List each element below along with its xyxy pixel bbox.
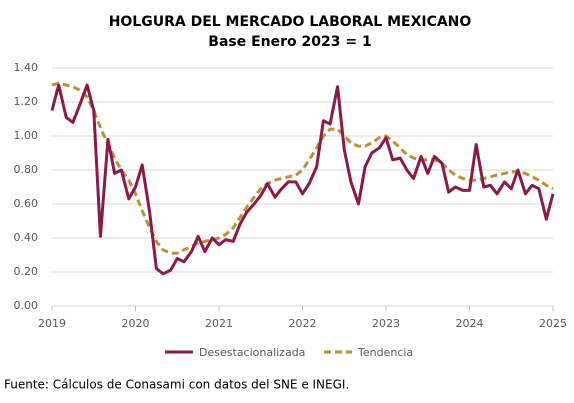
y-tick-label: 1.20 bbox=[14, 95, 39, 108]
series-line bbox=[50, 83, 555, 276]
y-tick-label: 0.40 bbox=[14, 231, 39, 244]
x-tick-label: 2020 bbox=[122, 317, 150, 330]
x-tick-label: 2025 bbox=[539, 317, 567, 330]
x-tick-label: 2024 bbox=[456, 317, 484, 330]
source-note: Fuente: Cálculos de Conasami con datos d… bbox=[4, 378, 349, 392]
x-tick-label: 2023 bbox=[372, 317, 400, 330]
chart-subtitle: Base Enero 2023 = 1 bbox=[208, 34, 371, 50]
y-tick-label: 1.40 bbox=[14, 61, 39, 74]
series-line bbox=[51, 81, 554, 255]
legend-label: Tendencia bbox=[357, 346, 413, 359]
y-tick-label: 0.80 bbox=[14, 163, 39, 176]
x-tick-label: 2019 bbox=[38, 317, 66, 330]
chart-title: HOLGURA DEL MERCADO LABORAL MEXICANO bbox=[109, 14, 472, 30]
legend-label: Desestacionalizada bbox=[199, 346, 305, 359]
y-tick-label: 0.00 bbox=[14, 299, 39, 312]
y-tick-label: 0.60 bbox=[14, 197, 39, 210]
x-tick-label: 2021 bbox=[205, 317, 233, 330]
y-tick-label: 1.00 bbox=[14, 129, 39, 142]
x-tick-label: 2022 bbox=[289, 317, 317, 330]
y-tick-label: 0.20 bbox=[14, 265, 39, 278]
